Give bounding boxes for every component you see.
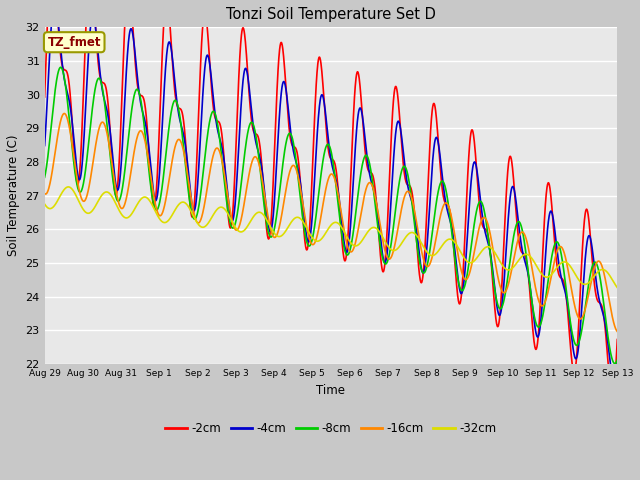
Text: TZ_fmet: TZ_fmet — [47, 36, 101, 48]
Y-axis label: Soil Temperature (C): Soil Temperature (C) — [7, 135, 20, 256]
Title: Tonzi Soil Temperature Set D: Tonzi Soil Temperature Set D — [226, 7, 436, 22]
X-axis label: Time: Time — [316, 384, 346, 396]
Legend: -2cm, -4cm, -8cm, -16cm, -32cm: -2cm, -4cm, -8cm, -16cm, -32cm — [161, 417, 501, 440]
